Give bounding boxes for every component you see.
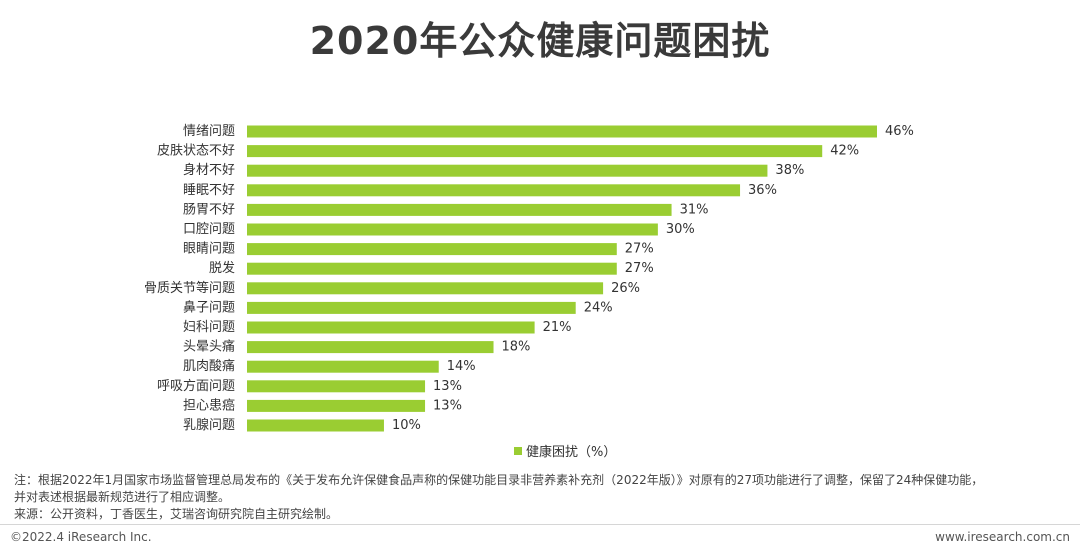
category-label: 鼻子问题 <box>183 299 235 315</box>
value-label: 30% <box>666 222 695 237</box>
legend-label: 健康困扰（%） <box>526 445 617 460</box>
value-label: 13% <box>433 379 462 394</box>
bar <box>247 145 823 158</box>
bar <box>247 282 604 295</box>
category-label: 脱发 <box>209 260 235 276</box>
value-label: 10% <box>392 418 421 433</box>
category-label: 肌肉酸痛 <box>183 358 235 374</box>
bar <box>247 341 494 354</box>
copyright: ©2022.4 iResearch Inc. <box>10 530 152 544</box>
source-line: 来源：公开资料，丁香医生，艾瑞咨询研究院自主研究绘制。 <box>14 507 339 521</box>
category-label: 身材不好 <box>183 162 235 178</box>
legend-swatch <box>514 446 522 455</box>
note-line-1: 注：根据2022年1月国家市场监督管理总局发布的《关于发布允许保健食品声称的保健… <box>14 473 984 487</box>
page-title: 2020年公众健康问题困扰 <box>309 19 771 63</box>
value-label: 18% <box>502 340 531 355</box>
value-label: 31% <box>680 202 709 217</box>
value-label: 13% <box>433 398 462 413</box>
category-label: 头晕头痛 <box>183 339 235 355</box>
legend: 健康困扰（%） <box>514 441 616 460</box>
value-label: 42% <box>830 144 859 159</box>
value-label: 27% <box>625 242 654 257</box>
bar <box>247 321 535 334</box>
category-label: 肠胃不好 <box>183 202 235 217</box>
bar <box>247 243 617 256</box>
value-label: 14% <box>447 359 476 374</box>
bar <box>247 380 426 393</box>
category-label: 担心患癌 <box>183 397 235 413</box>
value-label: 36% <box>748 183 777 198</box>
bar <box>247 360 439 373</box>
bar <box>247 125 877 138</box>
note-line-2: 并对表述根据最新规范进行了相应调整。 <box>14 490 231 504</box>
value-label: 46% <box>885 124 914 139</box>
website-link[interactable]: www.iresearch.com.cn <box>935 530 1070 544</box>
bar <box>247 399 426 412</box>
bar <box>247 164 768 177</box>
value-label: 26% <box>611 281 640 296</box>
value-label: 38% <box>775 163 804 178</box>
category-label: 乳腺问题 <box>183 418 235 433</box>
value-label: 21% <box>543 320 572 335</box>
bar <box>247 223 658 236</box>
category-label: 情绪问题 <box>183 124 235 139</box>
bar <box>247 184 741 197</box>
bar-chart: 情绪问题 46% 皮肤状态不好 42% 身材不好 38% 睡眠不好 36% 肠胃不好 31% 口腔问… <box>144 124 914 433</box>
value-label: 24% <box>584 300 613 315</box>
notes: 注：根据2022年1月国家市场监督管理总局发布的《关于发布允许保健食品声称的保健… <box>14 472 1074 523</box>
category-label: 口腔问题 <box>183 222 235 237</box>
bar <box>247 203 672 216</box>
bar <box>247 262 617 275</box>
category-label: 眼睛问题 <box>183 242 235 257</box>
bar <box>247 419 384 432</box>
category-label: 妇科问题 <box>183 319 235 335</box>
footer-divider <box>0 524 1080 525</box>
category-label: 呼吸方面问题 <box>157 378 235 394</box>
category-label: 骨质关节等问题 <box>144 280 235 296</box>
category-label: 皮肤状态不好 <box>157 144 235 159</box>
category-label: 睡眠不好 <box>183 183 235 198</box>
bar <box>247 301 576 314</box>
value-label: 27% <box>625 261 654 276</box>
